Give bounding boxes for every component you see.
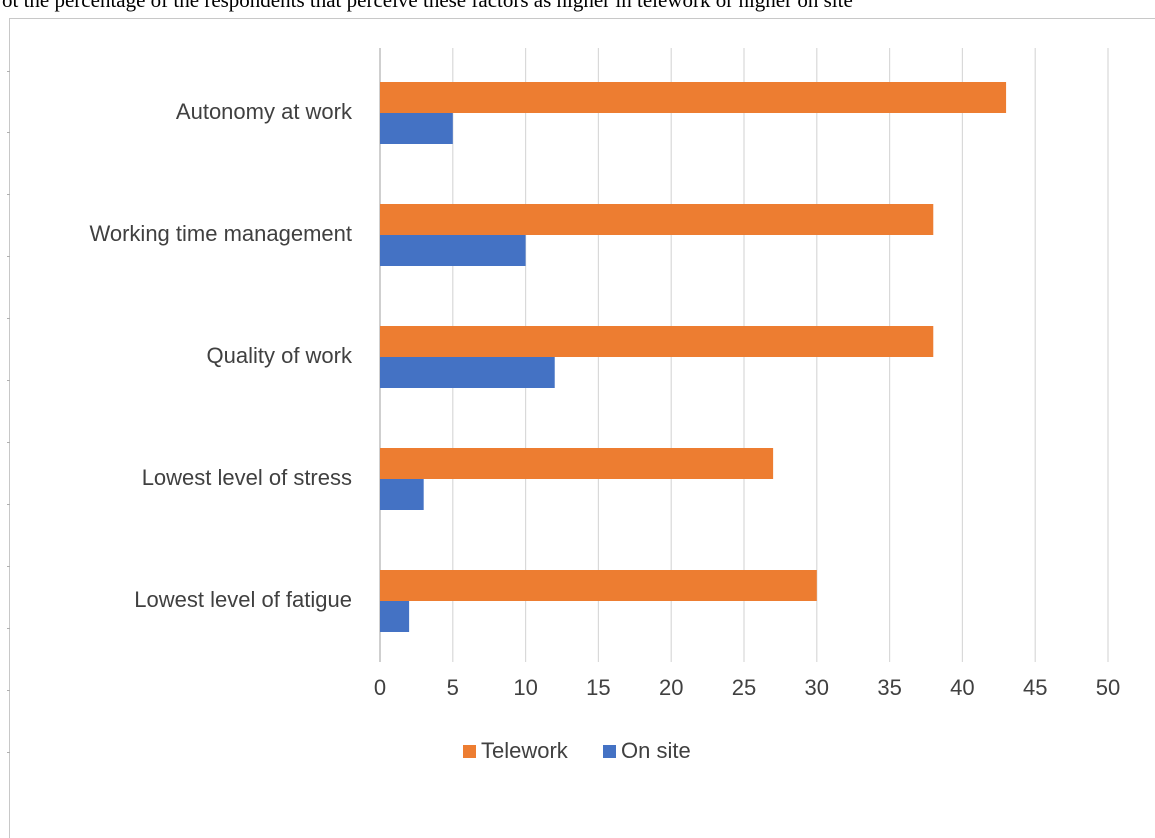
- bar-on-site: [380, 601, 410, 632]
- x-tick-label: 10: [513, 675, 537, 700]
- x-tick-label: 5: [447, 675, 459, 700]
- x-tick-label: 40: [950, 675, 974, 700]
- frame-tick: [7, 71, 10, 72]
- caption-strip: ot the percentage of the respondents tha…: [0, 0, 1155, 18]
- bar-on-site: [380, 479, 424, 510]
- frame-tick: [7, 628, 10, 629]
- category-label: Working time management: [90, 221, 353, 246]
- category-label: Lowest level of fatigue: [134, 587, 352, 612]
- caption-text: ot the percentage of the respondents tha…: [2, 0, 853, 12]
- bar-telework: [380, 204, 934, 235]
- x-tick-label: 50: [1096, 675, 1120, 700]
- frame-tick: [7, 256, 10, 257]
- chart-frame: [7, 18, 1155, 838]
- bar-telework: [380, 570, 817, 601]
- bar-telework: [380, 448, 774, 479]
- x-tick-label: 45: [1023, 675, 1047, 700]
- bar-telework: [380, 82, 1007, 113]
- frame-tick: [7, 752, 10, 753]
- category-label: Quality of work: [207, 343, 353, 368]
- bar-on-site: [380, 113, 453, 144]
- x-tick-label: 30: [805, 675, 829, 700]
- bar-telework: [380, 326, 934, 357]
- category-label: Autonomy at work: [176, 99, 353, 124]
- frame-tick: [7, 566, 10, 567]
- bar-on-site: [380, 357, 555, 388]
- x-tick-label: 0: [374, 675, 386, 700]
- x-tick-label: 20: [659, 675, 683, 700]
- frame-tick: [7, 194, 10, 195]
- x-tick-label: 25: [732, 675, 756, 700]
- legend-swatch: [603, 745, 616, 758]
- legend-label: On site: [621, 738, 691, 763]
- frame-tick: [7, 504, 10, 505]
- frame-tick: [7, 442, 10, 443]
- frame-tick: [7, 132, 10, 133]
- legend-swatch: [463, 745, 476, 758]
- legend-label: Telework: [481, 738, 569, 763]
- x-tick-label: 35: [877, 675, 901, 700]
- category-label: Lowest level of stress: [142, 465, 352, 490]
- frame-tick: [7, 318, 10, 319]
- x-tick-label: 15: [586, 675, 610, 700]
- bar-on-site: [380, 235, 526, 266]
- frame-tick: [7, 690, 10, 691]
- frame-tick: [7, 380, 10, 381]
